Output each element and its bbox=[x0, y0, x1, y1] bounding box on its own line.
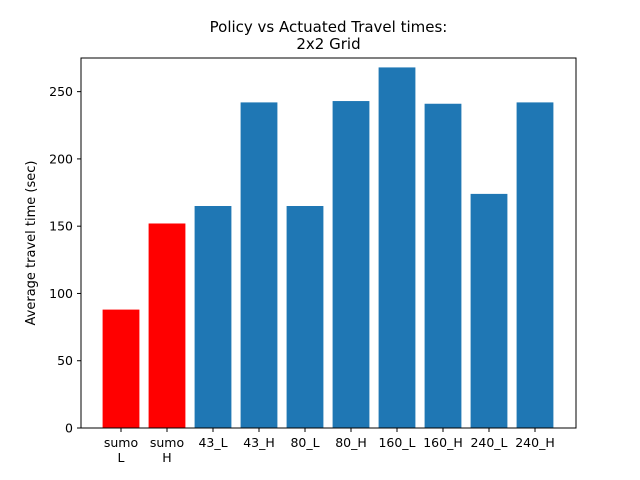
y-tick-label: 100 bbox=[49, 286, 73, 301]
x-tick-label: 80_L bbox=[290, 435, 319, 450]
x-tick-label: 160_H bbox=[423, 435, 463, 450]
bar bbox=[148, 223, 186, 428]
bars-group bbox=[102, 67, 554, 429]
x-tick-label: 43_L bbox=[198, 435, 227, 450]
y-tick-label: 200 bbox=[49, 151, 73, 166]
y-axis: 0 50 100 150 200 250 bbox=[49, 84, 81, 436]
x-tick-label: 43_H bbox=[243, 435, 275, 450]
y-axis-label: Average travel time (sec) bbox=[24, 161, 39, 326]
bar bbox=[102, 309, 140, 428]
title-line: Policy vs Actuated Travel times: bbox=[210, 18, 448, 36]
bar bbox=[378, 67, 416, 428]
x-tick-label: 240_L bbox=[470, 435, 507, 450]
x-tick-label: sumo bbox=[150, 435, 184, 450]
x-tick-label: 160_L bbox=[378, 435, 415, 450]
y-tick-label: 250 bbox=[49, 84, 73, 99]
bar bbox=[194, 206, 232, 428]
x-tick-label: 80_H bbox=[335, 435, 367, 450]
bar bbox=[424, 103, 462, 428]
title-line: 2x2 Grid bbox=[296, 35, 360, 53]
y-tick-label: 150 bbox=[49, 219, 73, 234]
y-tick-label: 50 bbox=[57, 353, 73, 368]
bar bbox=[332, 101, 370, 429]
x-tick-label: 240_H bbox=[515, 435, 555, 450]
bar bbox=[240, 102, 278, 429]
x-tick-label: L bbox=[118, 450, 125, 465]
bar bbox=[286, 206, 324, 428]
bar bbox=[470, 193, 508, 428]
chart-title: Policy vs Actuated Travel times:2x2 Grid bbox=[210, 18, 448, 53]
x-tick-label: sumo bbox=[104, 435, 138, 450]
bar bbox=[516, 102, 554, 429]
y-tick-label: 0 bbox=[65, 421, 73, 436]
plot-frame bbox=[80, 57, 577, 429]
x-tick-label: H bbox=[162, 450, 171, 465]
